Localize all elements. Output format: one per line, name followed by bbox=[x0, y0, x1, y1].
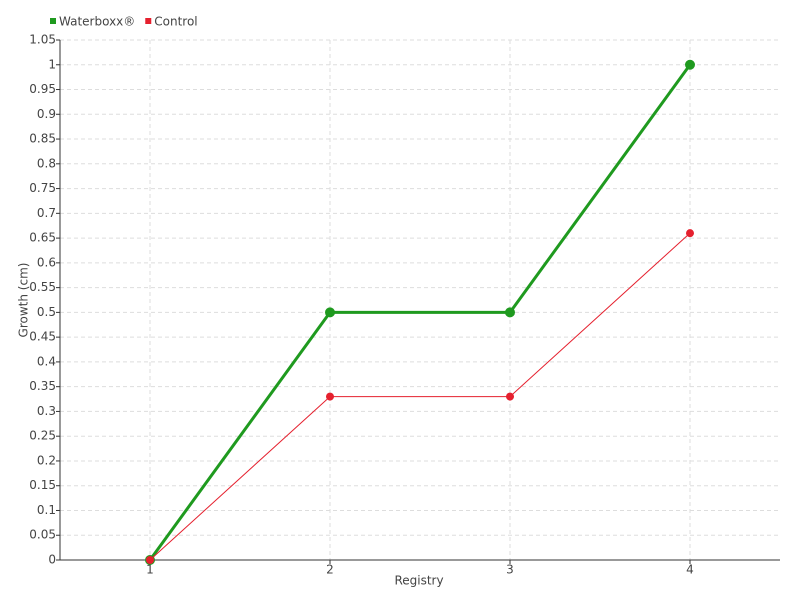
y-tick-label: 0.3 bbox=[37, 404, 56, 418]
y-tick-label: 1 bbox=[48, 57, 56, 71]
x-tick-label: 1 bbox=[146, 563, 154, 577]
y-tick-label: 0.8 bbox=[37, 156, 56, 170]
y-tick-label: 0.7 bbox=[37, 206, 56, 220]
data-point bbox=[146, 556, 154, 564]
y-tick-label: 0.05 bbox=[29, 528, 56, 542]
y-tick-label: 0.5 bbox=[37, 305, 56, 319]
legend-swatch bbox=[50, 18, 56, 24]
data-point bbox=[506, 392, 514, 401]
y-tick-label: 0.35 bbox=[29, 379, 56, 393]
y-tick-label: 0.2 bbox=[37, 453, 56, 467]
data-point bbox=[686, 229, 694, 238]
legend-swatch bbox=[145, 18, 152, 24]
y-tick-label: 0.9 bbox=[37, 107, 56, 121]
x-tick-label: 3 bbox=[506, 563, 514, 577]
y-tick-label: 0.45 bbox=[29, 330, 56, 344]
data-point bbox=[505, 307, 515, 318]
legend-label: Control bbox=[154, 15, 197, 29]
y-tick-label: 0.95 bbox=[29, 82, 56, 96]
legend-label: Waterboxx® bbox=[59, 15, 135, 29]
data-point bbox=[325, 307, 335, 318]
y-tick-label: 0.4 bbox=[37, 354, 56, 368]
y-tick-label: 0.25 bbox=[29, 429, 56, 443]
data-point bbox=[685, 59, 695, 70]
data-point bbox=[326, 392, 334, 401]
y-tick-label: 1.05 bbox=[29, 33, 56, 47]
x-axis-label: Registry bbox=[394, 574, 443, 588]
y-tick-label: 0.85 bbox=[29, 132, 56, 146]
y-tick-label: 0 bbox=[48, 553, 56, 567]
y-axis-label: Growth (cm) bbox=[17, 263, 31, 338]
series-line bbox=[149, 232, 691, 561]
x-tick-label: 2 bbox=[326, 563, 334, 577]
y-tick-label: 0.1 bbox=[37, 503, 56, 517]
y-tick-label: 0.6 bbox=[37, 255, 56, 269]
y-tick-label: 0.15 bbox=[29, 478, 56, 492]
series-line bbox=[148, 63, 692, 561]
x-tick-label: 4 bbox=[686, 563, 694, 577]
y-tick-label: 0.55 bbox=[29, 280, 56, 294]
y-tick-label: 0.75 bbox=[29, 181, 56, 195]
y-tick-label: 0.65 bbox=[29, 231, 56, 245]
